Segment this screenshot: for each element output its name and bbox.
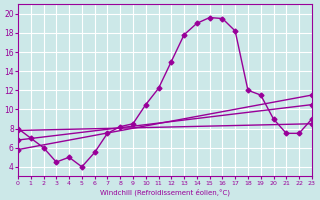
X-axis label: Windchill (Refroidissement éolien,°C): Windchill (Refroidissement éolien,°C) (100, 188, 230, 196)
